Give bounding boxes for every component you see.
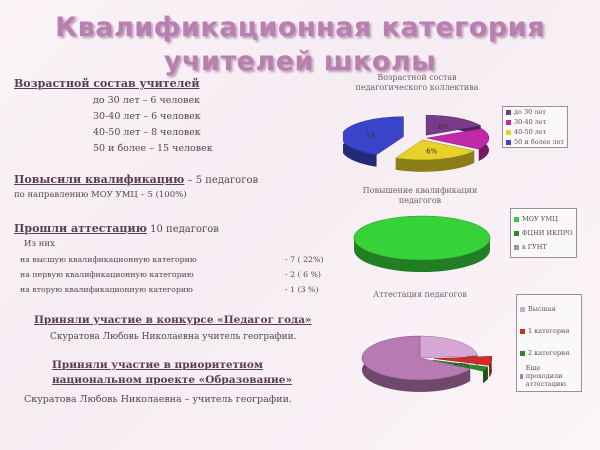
age-row-3: 40-50 лет – 8 человек	[93, 127, 201, 138]
chart1-legend-item-4: 50 и более лет	[503, 137, 567, 147]
pie-slice-Еще проходили аттестацию	[361, 335, 471, 381]
attestation-of-which: Из них	[24, 239, 55, 249]
attestation-row-3-value: - 1 (3 %)	[285, 285, 319, 294]
pie-slice-50 и более лет	[343, 116, 404, 155]
qualification-heading: Повысили квалификацию	[14, 173, 185, 186]
project-person: Скуратова Любовь Николаевна – учитель ге…	[24, 394, 292, 405]
pie-slice-МОУ УМЦ	[353, 215, 491, 261]
age-row-2: 30-40 лет – 6 человек	[93, 111, 201, 122]
attestation-row-2-value: - 2 ( 6 %)	[285, 270, 321, 279]
chart1-pie: 6% 6% 15	[343, 114, 490, 172]
chart1-legend-item-1: до 30 лет	[503, 107, 567, 117]
chart3-legend-item-1: Высшая	[517, 298, 581, 320]
pie-slice-1 категория	[433, 355, 493, 366]
qualification-heading-suffix: – 5 педагогов	[184, 175, 259, 186]
chart3-pie: 67%	[361, 335, 493, 392]
attestation-heading: Прошли аттестацию	[14, 222, 147, 235]
project-heading-1: Приняли участие в приоритетном	[52, 359, 263, 371]
age-heading: Возрастной состав учителей	[14, 77, 200, 90]
contest-heading: Приняли участие в конкурсе «Педагог года…	[34, 314, 312, 326]
attestation-row-2-label: на первую квалификационную категорию	[20, 270, 194, 279]
qualification-heading-row: Повысили квалификацию – 5 педагогов	[14, 173, 258, 186]
pie-data-label-2: 6%	[426, 147, 437, 155]
chart2-legend: МОУ УМЦ ФЦНИ ИКПРО в ГУНТ	[510, 208, 577, 258]
page-title-line-1: Квалификационная категория	[55, 12, 545, 43]
age-row-1: до 30 лет – 6 человек	[93, 95, 201, 106]
chart2-pie	[353, 215, 491, 272]
chart2-legend-item-3: в ГУНТ	[511, 240, 576, 254]
pie-slice-40-50 лет	[395, 139, 476, 161]
chart3-legend: Высшая 1 категория 2 категория Еще прохо…	[516, 294, 582, 392]
page-title-line-2: учителей школы	[163, 46, 437, 77]
pie-data-label-2: 67%	[454, 362, 470, 370]
chart2-legend-item-2: ФЦНИ ИКПРО	[511, 226, 576, 240]
pie-slice-до 30 лет	[425, 114, 482, 136]
pie-slice-Высшая	[419, 335, 479, 359]
pie-slice-2 категория	[432, 359, 489, 372]
contest-person: Скуратова Любовь Николаевна учитель геог…	[50, 332, 297, 342]
chart3-legend-item-4: Еще проходили аттестацию	[517, 364, 581, 388]
attestation-heading-row: Прошли аттестацию 10 педагогов	[14, 222, 219, 235]
attestation-row-1-value: - 7 ( 22%)	[285, 255, 324, 264]
pie-side-2	[395, 150, 475, 172]
chart3-title: Аттестация педагогов	[373, 290, 467, 299]
chart2-legend-item-1: МОУ УМЦ	[511, 212, 576, 226]
attestation-row-1-label: на высшую квалификационную категорию	[20, 255, 197, 264]
pie-slice-30-40 лет	[426, 128, 490, 150]
chart1-legend-item-2: 30-40 лет	[503, 117, 567, 127]
chart1-title: Возрастной состав педагогического коллек…	[355, 73, 479, 92]
chart2-title: Повышение квалификации педагогов	[362, 186, 478, 205]
attestation-heading-suffix: 10 педагогов	[146, 224, 219, 235]
chart3-legend-item-2: 1 категория	[517, 320, 581, 342]
project-heading-2: национальном проекте «Образование»	[52, 374, 293, 386]
attestation-row-3-label: на вторую квалификационную категорию	[20, 285, 193, 294]
chart1-legend-item-3: 40-50 лет	[503, 127, 567, 137]
pie-data-label-0: 6%	[438, 123, 449, 131]
chart3-legend-item-3: 2 категория	[517, 342, 581, 364]
chart1-legend: до 30 лет 30-40 лет 40-50 лет 50 и более…	[502, 106, 569, 148]
qualification-line: по направлению МОУ УМЦ – 5 (100%)	[14, 190, 187, 200]
pie-data-label-3: 15	[366, 131, 375, 139]
pie-side-2	[483, 366, 488, 384]
age-row-4: 50 и более – 15 человек	[93, 143, 213, 154]
pie-side-1	[489, 356, 492, 378]
